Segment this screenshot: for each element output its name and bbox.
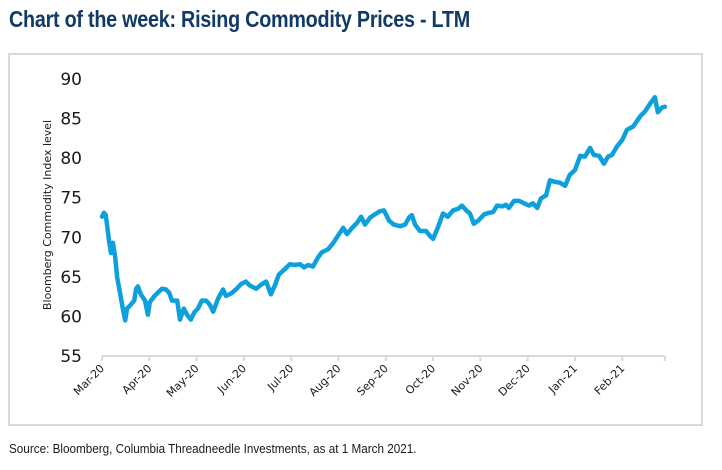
y-tick-label: 85 [60, 110, 82, 130]
y-axis-ticks: 55 60 65 70 75 80 85 90 [60, 70, 82, 367]
source-note: Source: Bloomberg, Columbia Threadneedle… [9, 441, 417, 456]
x-axis [101, 355, 666, 361]
x-tick-label: Dec-20 [496, 362, 533, 399]
x-tick-label: Feb-21 [592, 362, 628, 398]
y-axis-label: Bloomberg Commodity Index level [41, 120, 54, 310]
y-tick-label: 55 [60, 347, 82, 367]
x-tick-label: Mar-20 [71, 362, 107, 398]
series-line-commodity-index [99, 94, 668, 323]
y-tick-label: 65 [60, 268, 82, 288]
x-tick-label: Sep-20 [354, 362, 391, 399]
y-tick-label: 70 [60, 228, 82, 248]
x-tick-label: Jan-21 [546, 362, 581, 397]
series-group [99, 94, 668, 323]
chart-frame [8, 53, 703, 426]
y-tick-label: 90 [60, 70, 82, 90]
x-axis-tick-labels: Mar-20 Apr-20 May-20 Jun-20 Jul-20 Aug-20 Sep-… [71, 362, 627, 400]
y-tick-label: 80 [60, 149, 82, 169]
y-tick-label: 75 [60, 189, 82, 209]
x-tick-label: Aug-20 [307, 362, 344, 399]
chart-title: Chart of the week: Rising Commodity Pric… [9, 6, 470, 32]
x-tick-label: Oct-20 [403, 362, 438, 397]
x-tick-label: Jul-20 [264, 362, 296, 394]
x-tick-label: Nov-20 [449, 362, 486, 399]
x-tick-label: Jun-20 [214, 362, 249, 397]
x-tick-label: Apr-20 [120, 362, 155, 397]
y-tick-label: 60 [60, 307, 82, 327]
x-tick-label: May-20 [164, 362, 202, 400]
